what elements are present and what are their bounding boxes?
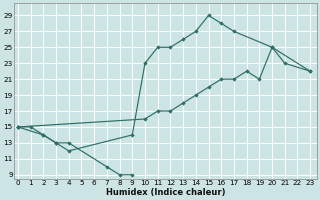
- X-axis label: Humidex (Indice chaleur): Humidex (Indice chaleur): [106, 188, 225, 197]
